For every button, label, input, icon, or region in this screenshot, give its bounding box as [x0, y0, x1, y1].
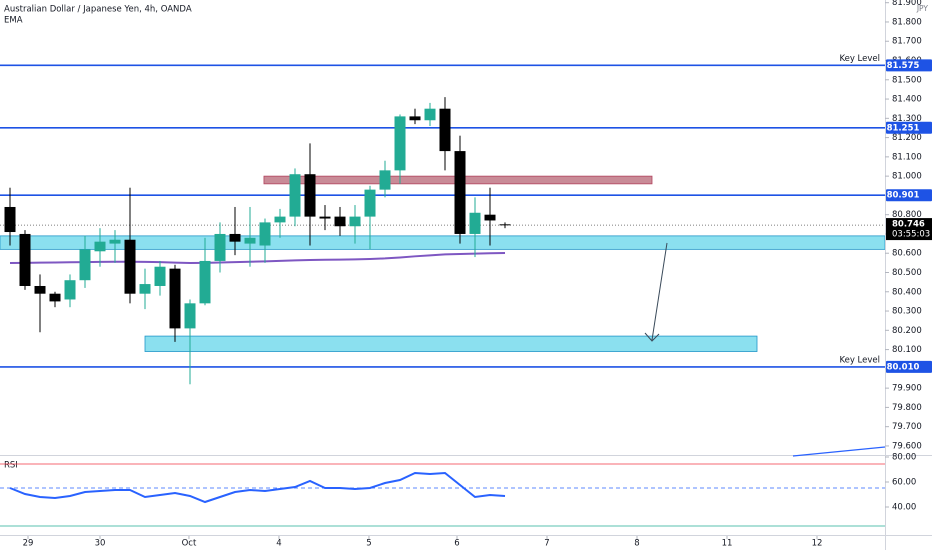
level-label-box [886, 59, 932, 72]
candle-body [259, 222, 271, 246]
candle-body [169, 268, 181, 329]
candle-body [319, 216, 331, 219]
y-tick-label: 79.600 [892, 441, 922, 451]
candle-body [364, 189, 376, 217]
level-label: 80.901 [887, 191, 920, 201]
level-label-box [886, 189, 932, 202]
y-tick-label: 80.600 [892, 249, 922, 259]
level-label: 80.010 [887, 362, 920, 372]
x-tick-label: 8 [634, 539, 639, 549]
arrow-head [644, 332, 660, 342]
candle-body [184, 303, 196, 329]
indicator-label: EMA [4, 16, 23, 26]
candle-body [409, 116, 421, 121]
x-tick-label: 4 [276, 539, 281, 549]
candle-body [19, 233, 31, 286]
y-tick-label: 79.700 [892, 422, 922, 432]
candle-body [124, 239, 136, 294]
candle-body [49, 293, 61, 302]
current-price-label: 80.746 [892, 220, 925, 230]
candle-body [334, 216, 346, 227]
ema-line [9, 252, 506, 265]
candle-body [349, 216, 361, 227]
y-tick-label: 79.800 [892, 403, 922, 413]
y-tick-label: 81.900 [892, 0, 922, 8]
candle-body [109, 239, 121, 244]
y-tick-label: 80.100 [892, 345, 922, 355]
x-tick-label: 30 [95, 539, 106, 549]
current-price-box [886, 218, 932, 241]
x-tick-label: 6 [454, 539, 459, 549]
y-tick-label: 81.000 [892, 172, 922, 182]
level-label-box [886, 121, 932, 134]
countdown: 03:55:03 [892, 230, 930, 240]
y-tick-label: 81.800 [892, 17, 922, 27]
candle-body [244, 237, 256, 244]
trend-line [792, 446, 886, 457]
candle-body [139, 284, 151, 294]
y-tick-label: 81.700 [892, 37, 922, 47]
x-tick-label: 29 [23, 539, 34, 549]
zone [144, 335, 758, 352]
x-tick-label: 12 [812, 539, 823, 549]
candle-body [289, 174, 301, 217]
y-tick-label: 81.500 [892, 75, 922, 85]
candle-body [34, 285, 46, 294]
rsi-tick-label: 80.00 [892, 453, 916, 463]
candle-body [469, 212, 481, 234]
level-label: 81.251 [887, 123, 920, 133]
y-tick-label: 80.300 [892, 307, 922, 317]
candle-body [214, 233, 226, 261]
y-tick-label: 81.400 [892, 95, 922, 105]
candle-body [4, 206, 16, 233]
y-tick-label: 81.200 [892, 133, 922, 143]
candle-body [379, 170, 391, 190]
level-note: Key Level [839, 54, 880, 64]
level-note: Key Level [839, 355, 880, 365]
y-tick-label: 81.100 [892, 152, 922, 162]
rsi-tick-label: 40.00 [892, 503, 916, 513]
x-tick-label: 5 [366, 539, 371, 549]
arrow [651, 242, 668, 341]
rsi-label: RSI [4, 461, 18, 471]
rsi-line [9, 471, 506, 504]
y-tick-label: 80.200 [892, 326, 922, 336]
y-tick-label: 79.900 [892, 384, 922, 394]
y-tick-label: 80.800 [892, 210, 922, 220]
candle-body [454, 151, 466, 234]
x-tick-label: 11 [722, 539, 733, 549]
candle-body [424, 108, 436, 121]
candle-body [154, 266, 166, 286]
x-tick-label: 7 [544, 539, 549, 549]
candle-body [394, 116, 406, 171]
candle-body [439, 108, 451, 152]
candle-body [94, 241, 106, 252]
candle-body [229, 233, 241, 242]
candle-body [64, 280, 76, 300]
candle-body [304, 174, 316, 217]
y-tick-label: 80.500 [892, 268, 922, 278]
x-tick-label: Oct [182, 539, 197, 549]
candle-body [499, 224, 511, 226]
level-label: 81.575 [887, 61, 920, 71]
candle-body [199, 260, 211, 304]
y-tick-label: 81.300 [892, 114, 922, 124]
currency-label: JPY [916, 4, 929, 13]
candle-body [79, 249, 91, 281]
y-tick-label: 80.400 [892, 287, 922, 297]
level-label-box [886, 360, 932, 373]
chart-title: Australian Dollar / Japanese Yen, 4h, OA… [4, 5, 192, 15]
rsi-tick-label: 60.00 [892, 478, 916, 488]
candle-body [484, 214, 496, 221]
candle-body [274, 216, 286, 223]
